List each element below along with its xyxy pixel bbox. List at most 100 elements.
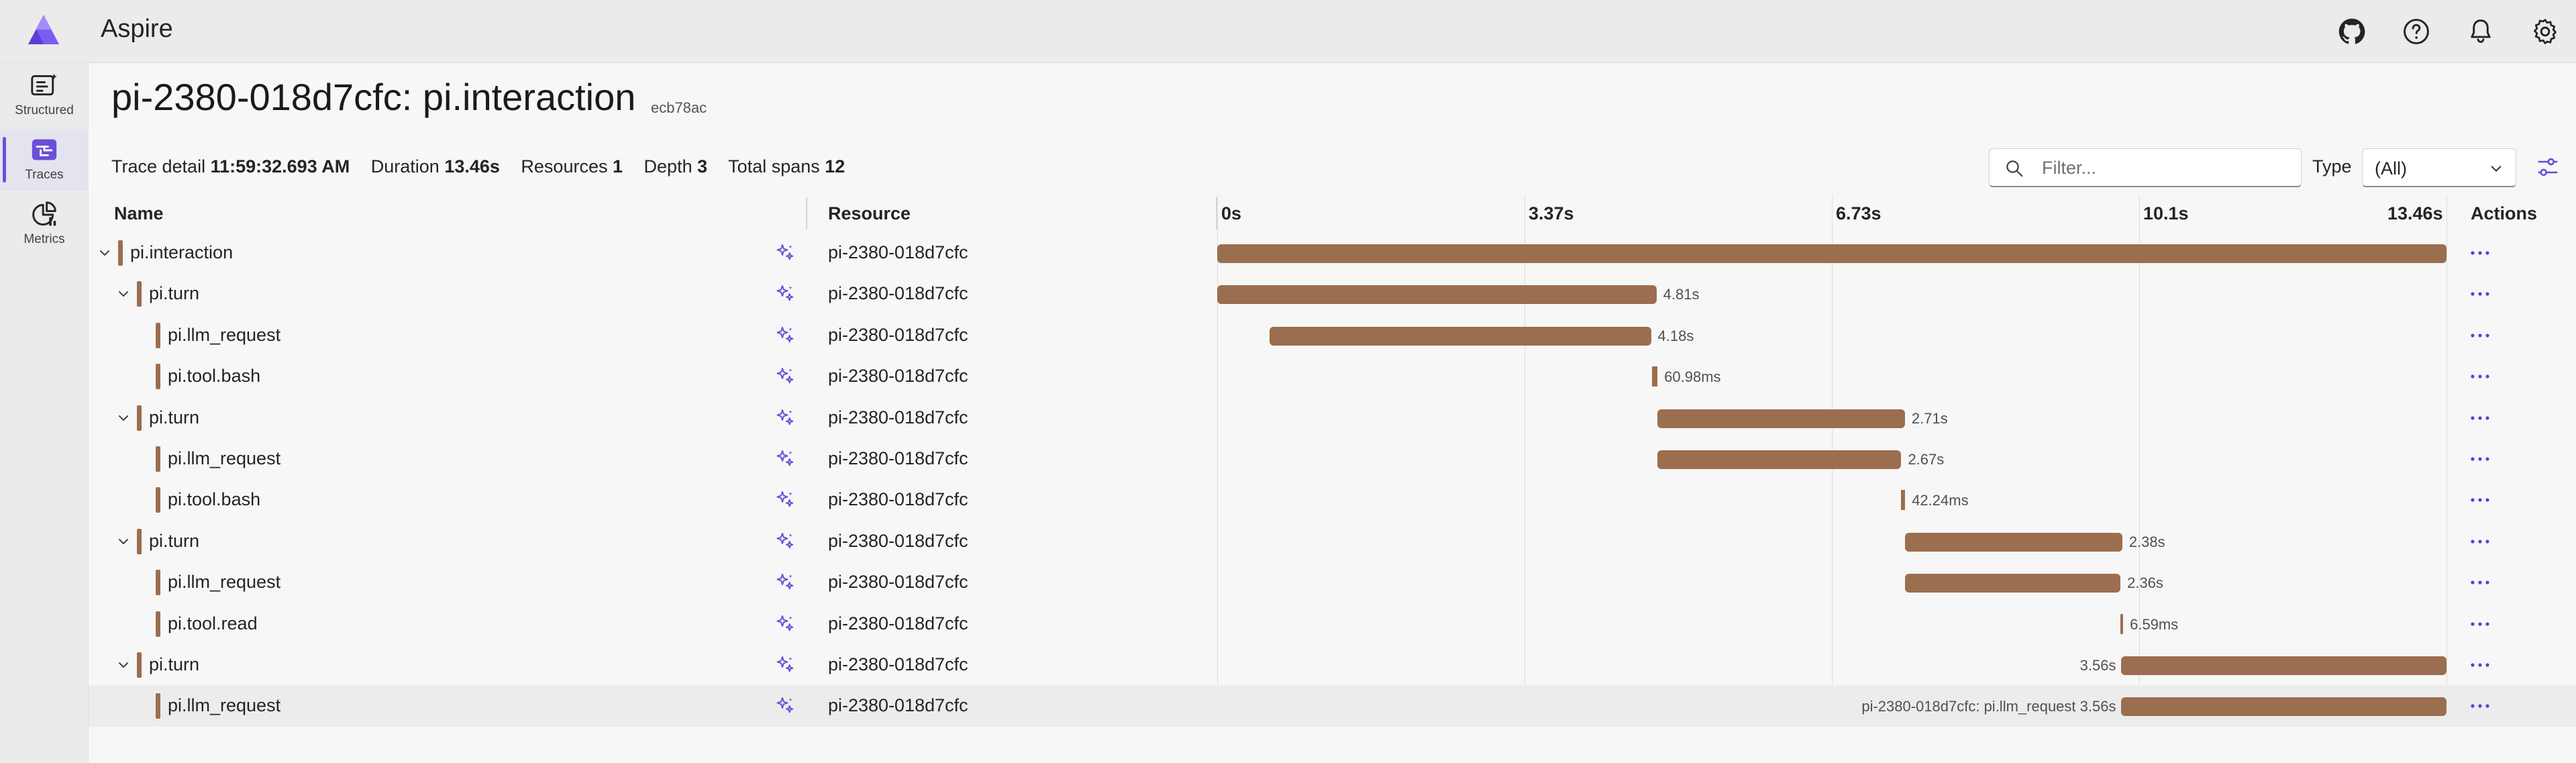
ai-assist-sparkle-icon[interactable] xyxy=(773,570,797,595)
depth-label: Depth xyxy=(643,156,692,176)
ai-assist-sparkle-icon[interactable] xyxy=(773,241,797,265)
span-name[interactable]: pi.interaction xyxy=(130,242,234,262)
nav-label-structured: Structured xyxy=(15,103,74,117)
span-timeline-bar[interactable] xyxy=(1904,532,2122,552)
span-duration-label: 4.81s xyxy=(1663,286,1700,303)
span-timeline-bar[interactable] xyxy=(2121,697,2446,717)
span-name[interactable]: pi.turn xyxy=(149,530,200,551)
span-row[interactable]: pi.turn pi-2380-018d7cfc 2.71s xyxy=(89,397,2576,439)
span-actions-menu-button[interactable] xyxy=(2465,281,2495,307)
ai-assist-sparkle-icon[interactable] xyxy=(773,364,797,389)
collapse-chevron-icon[interactable] xyxy=(115,533,132,550)
span-resource: pi-2380-018d7cfc xyxy=(828,242,968,262)
ai-assist-sparkle-icon[interactable] xyxy=(773,282,797,306)
ai-assist-sparkle-icon[interactable] xyxy=(773,529,797,554)
view-options-button[interactable] xyxy=(2532,152,2563,183)
help-icon[interactable] xyxy=(2398,13,2434,50)
span-actions-menu-button[interactable] xyxy=(2465,364,2495,389)
app-title[interactable]: Aspire xyxy=(101,15,173,43)
more-dots-icon xyxy=(2471,663,2489,667)
resource-color-indicator xyxy=(137,405,142,431)
column-resize-handle[interactable] xyxy=(1216,197,1217,230)
type-filter-select[interactable]: (All) xyxy=(2362,148,2516,187)
column-header-resource[interactable]: Resource xyxy=(828,203,911,223)
column-resize-handle[interactable] xyxy=(806,197,807,230)
settings-gear-icon[interactable] xyxy=(2527,13,2563,50)
span-row[interactable]: pi.llm_request pi-2380-018d7cfc 2.67s xyxy=(89,438,2576,480)
span-timeline-bar[interactable] xyxy=(1651,366,1658,387)
span-name[interactable]: pi.tool.read xyxy=(168,613,258,633)
column-header-name[interactable]: Name xyxy=(114,203,164,223)
span-actions-menu-button[interactable] xyxy=(2465,611,2495,637)
span-timeline-bar[interactable] xyxy=(1657,450,1902,469)
ai-assist-sparkle-icon[interactable] xyxy=(773,694,797,718)
span-duration-label: 2.67s xyxy=(1908,451,1945,468)
resources-value: 1 xyxy=(613,156,623,176)
resource-color-indicator xyxy=(156,570,160,596)
github-icon[interactable] xyxy=(2334,13,2370,50)
span-timeline-bar[interactable] xyxy=(1657,409,1905,428)
span-resource: pi-2380-018d7cfc xyxy=(828,324,968,345)
span-name[interactable]: pi.tool.bash xyxy=(168,366,261,387)
span-timeline-bar[interactable] xyxy=(1904,574,2121,593)
span-row[interactable]: pi.llm_request pi-2380-018d7cfc 4.18s xyxy=(89,315,2576,356)
span-actions-menu-button[interactable] xyxy=(2465,240,2495,266)
search-icon xyxy=(2006,160,2023,177)
collapse-chevron-icon[interactable] xyxy=(115,286,132,302)
nav-item-structured[interactable]: Structured xyxy=(0,64,89,126)
span-row[interactable]: pi.turn pi-2380-018d7cfc 2.38s xyxy=(89,521,2576,562)
span-actions-menu-button[interactable] xyxy=(2465,487,2495,513)
span-timeline-bar[interactable] xyxy=(2120,613,2124,634)
span-row[interactable]: pi.llm_request pi-2380-018d7cfc pi-2380-01… xyxy=(89,685,2576,727)
span-actions-menu-button[interactable] xyxy=(2465,652,2495,678)
span-actions-menu-button[interactable] xyxy=(2465,529,2495,554)
ai-assist-sparkle-icon[interactable] xyxy=(773,323,797,348)
span-timeline-bar[interactable] xyxy=(1901,490,1906,511)
depth-value: 3 xyxy=(697,156,708,176)
span-name[interactable]: pi.llm_request xyxy=(168,572,281,593)
collapse-chevron-icon[interactable] xyxy=(115,657,132,673)
ai-assist-sparkle-icon[interactable] xyxy=(773,488,797,512)
span-name[interactable]: pi.tool.bash xyxy=(168,489,261,510)
span-row[interactable]: pi.tool.bash pi-2380-018d7cfc 42.24ms xyxy=(89,479,2576,521)
span-actions-menu-button[interactable] xyxy=(2465,570,2495,595)
span-row[interactable]: pi.tool.read pi-2380-018d7cfc 6.59ms xyxy=(89,603,2576,645)
span-row[interactable]: pi.llm_request pi-2380-018d7cfc 2.36s xyxy=(89,562,2576,603)
ai-assist-sparkle-icon[interactable] xyxy=(773,406,797,430)
span-name[interactable]: pi.turn xyxy=(149,654,200,674)
span-name[interactable]: pi.llm_request xyxy=(168,324,281,345)
span-timeline-bar[interactable] xyxy=(1217,244,2446,263)
nav-item-traces[interactable]: Traces xyxy=(0,129,89,191)
filter-search-box[interactable] xyxy=(1989,148,2302,187)
notifications-bell-icon[interactable] xyxy=(2463,13,2499,50)
span-timeline-bar[interactable] xyxy=(1217,285,1657,305)
span-name[interactable]: pi.turn xyxy=(149,283,200,304)
resource-color-indicator xyxy=(137,281,142,307)
span-row[interactable]: pi.tool.bash pi-2380-018d7cfc 60.98ms xyxy=(89,356,2576,397)
span-row[interactable]: pi.interaction pi-2380-018d7cfc xyxy=(89,232,2576,274)
collapse-chevron-icon[interactable] xyxy=(97,245,113,261)
aspire-logo-icon[interactable] xyxy=(27,13,60,46)
ai-assist-sparkle-icon[interactable] xyxy=(773,653,797,677)
traces-icon xyxy=(32,139,57,160)
filter-input[interactable] xyxy=(2042,154,2290,181)
span-name[interactable]: pi.turn xyxy=(149,407,200,427)
span-actions-menu-button[interactable] xyxy=(2465,405,2495,431)
nav-item-metrics[interactable]: Metrics xyxy=(0,193,89,255)
span-timeline-bar[interactable] xyxy=(2121,656,2446,675)
resource-color-indicator xyxy=(137,652,142,678)
ai-assist-sparkle-icon[interactable] xyxy=(773,612,797,636)
page-title: pi-2380-018d7cfc: pi.interaction xyxy=(111,76,636,118)
span-actions-menu-button[interactable] xyxy=(2465,693,2495,719)
span-name[interactable]: pi.llm_request xyxy=(168,448,281,468)
span-name[interactable]: pi.llm_request xyxy=(168,695,281,716)
collapse-chevron-icon[interactable] xyxy=(115,410,132,426)
span-actions-menu-button[interactable] xyxy=(2465,323,2495,348)
trace-detail-value: 11:59:32.693 AM xyxy=(210,156,350,176)
more-dots-icon xyxy=(2471,334,2489,338)
span-row[interactable]: pi.turn pi-2380-018d7cfc 4.81s xyxy=(89,273,2576,315)
span-row[interactable]: pi.turn pi-2380-018d7cfc 3.56s xyxy=(89,644,2576,686)
span-timeline-bar[interactable] xyxy=(1269,326,1651,346)
ai-assist-sparkle-icon[interactable] xyxy=(773,447,797,471)
span-actions-menu-button[interactable] xyxy=(2465,446,2495,472)
